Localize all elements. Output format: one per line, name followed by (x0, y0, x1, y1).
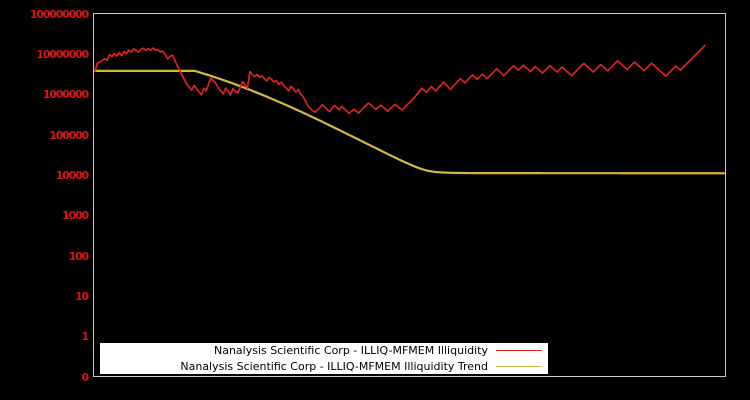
y-axis-tick-label: 1000000 (42, 88, 89, 102)
y-axis-tick-label: 0 (81, 370, 90, 384)
legend-line-swatch-illiquidity (496, 350, 542, 352)
legend-entry-label: Nanalysis Scientific Corp - ILLIQ-MFMEM … (180, 359, 488, 373)
chart-series-svg (94, 44, 725, 175)
y-axis-tick-labels: 100000000 10000000 1000000 100000 10000 1000 1… (0, 0, 90, 400)
y-axis-tick-label: 10000000 (36, 47, 89, 61)
series-line-0 (94, 44, 706, 115)
y-axis-tick-label: 100000000 (29, 7, 89, 21)
chart-legend: Nanalysis Scientific Corp - ILLIQ-MFMEM … (100, 343, 548, 374)
y-axis-tick-label: 1 (81, 330, 90, 344)
legend-entry-illiquidity-trend[interactable]: Nanalysis Scientific Corp - ILLIQ-MFMEM … (100, 359, 548, 375)
y-axis-tick-label: 10 (75, 289, 89, 303)
y-axis-tick-label: 10000 (55, 168, 89, 182)
y-axis-tick-label: 1000 (62, 209, 89, 223)
legend-line-swatch-illiquidity-trend (496, 365, 542, 367)
plot-area (93, 13, 726, 377)
legend-entry-illiquidity[interactable]: Nanalysis Scientific Corp - ILLIQ-MFMEM … (100, 343, 548, 359)
y-axis-tick-label: 100000 (49, 128, 89, 142)
y-axis-tick-label: 100 (68, 249, 90, 263)
series-line-1 (94, 69, 725, 175)
legend-entry-label: Nanalysis Scientific Corp - ILLIQ-MFMEM … (213, 344, 488, 358)
